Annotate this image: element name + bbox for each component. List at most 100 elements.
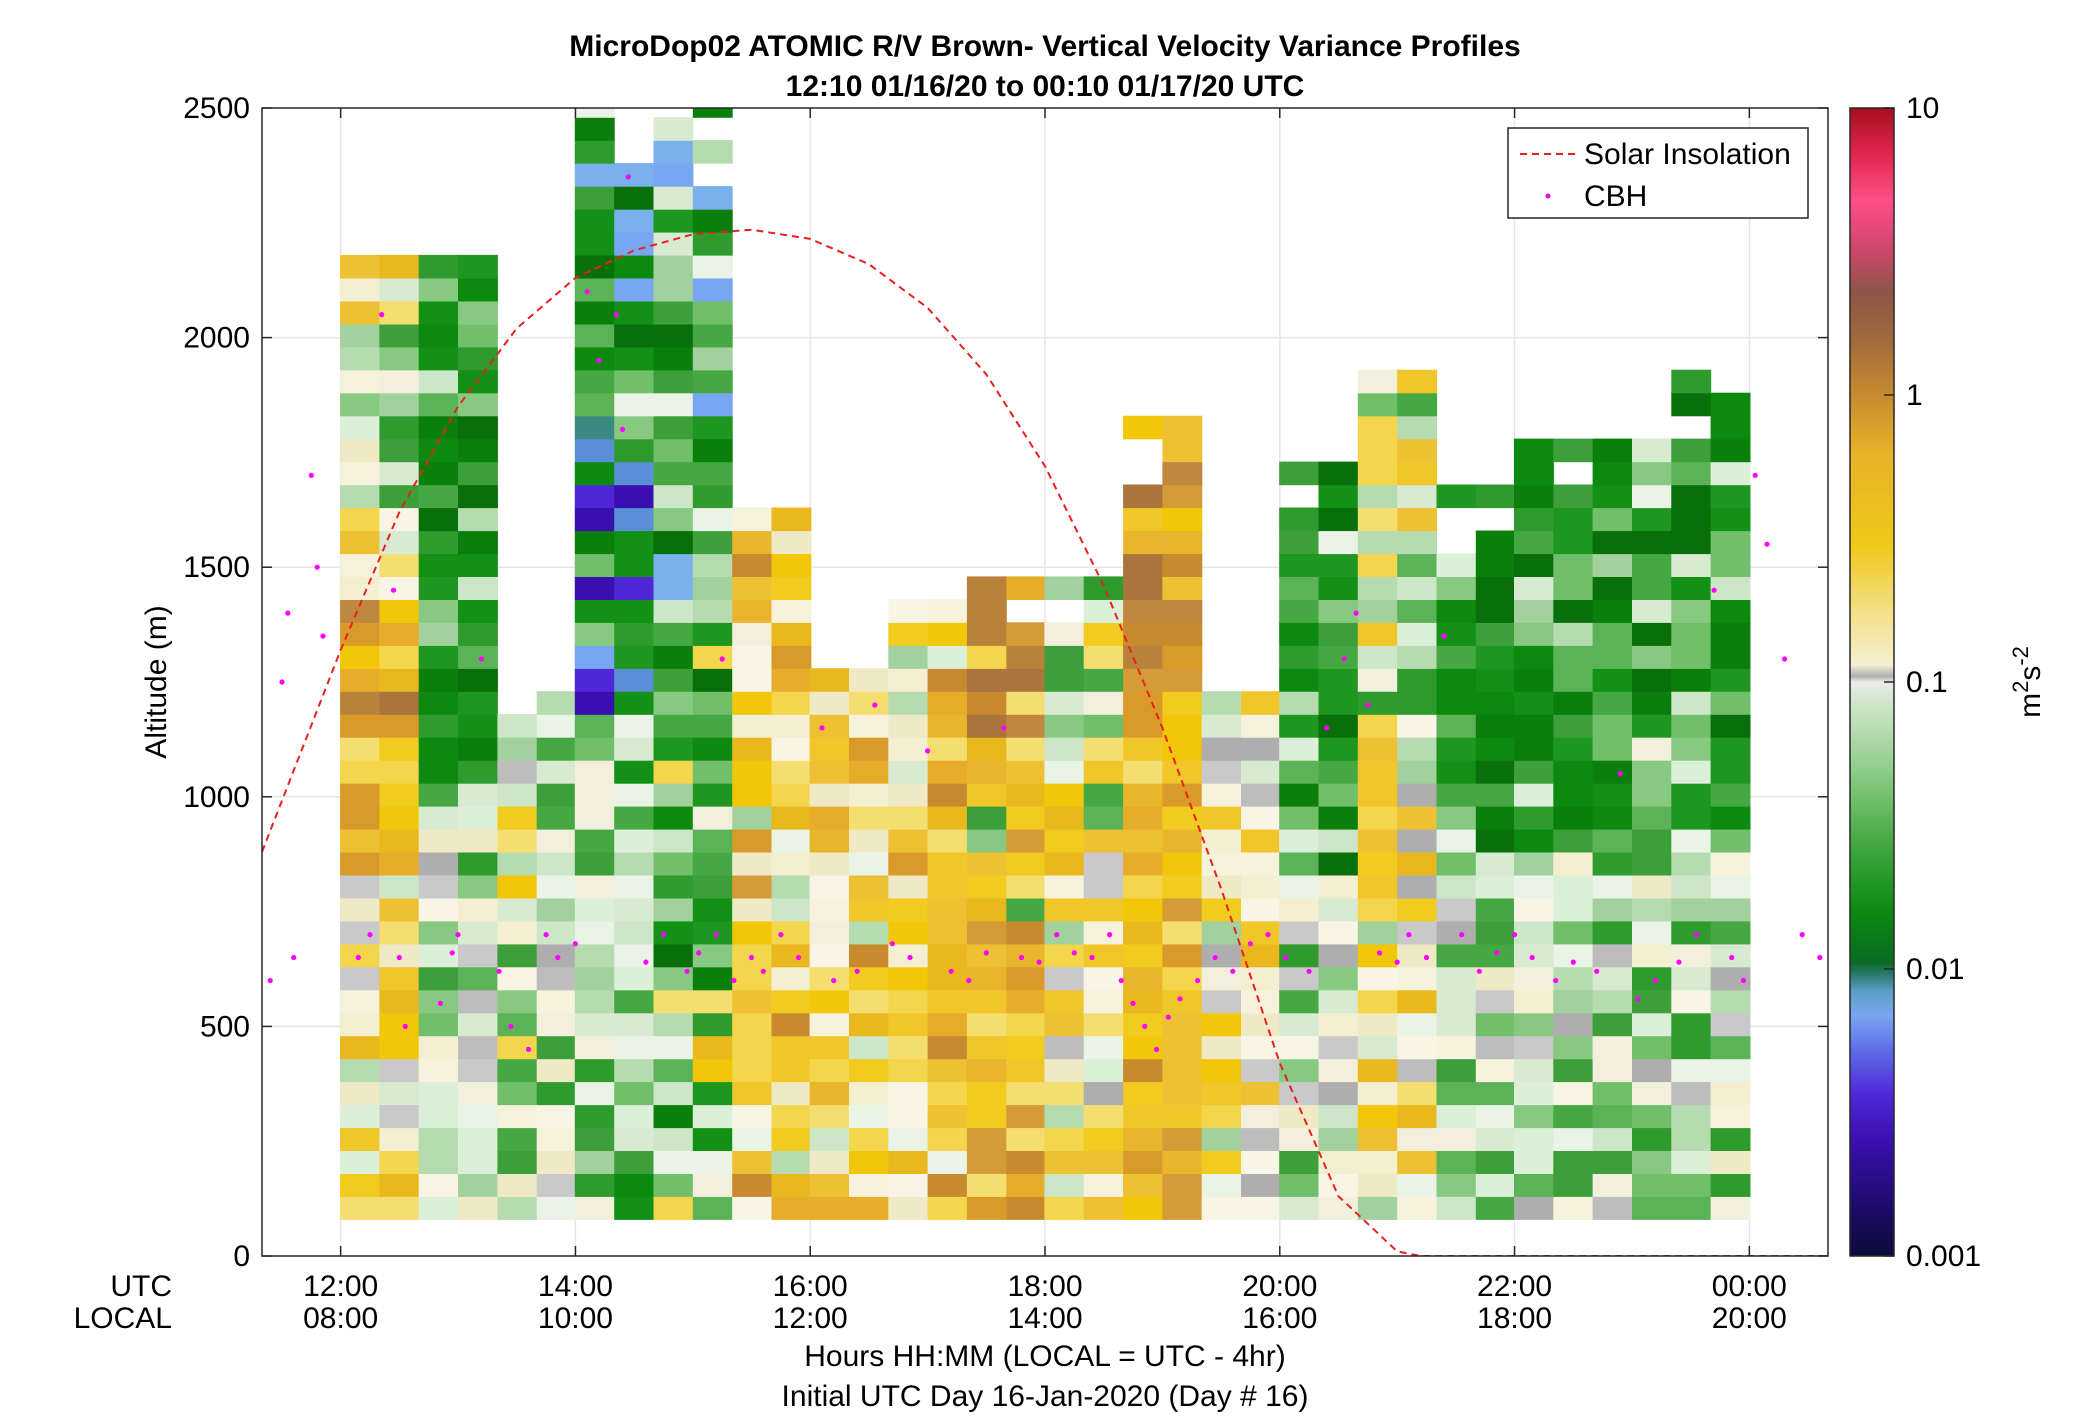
- heatmap-cell: [1044, 920, 1085, 945]
- heatmap-cell: [1397, 392, 1438, 417]
- heatmap-cell: [458, 484, 498, 509]
- heatmap-cell: [1241, 966, 1281, 991]
- heatmap-cell: [1357, 874, 1398, 899]
- heatmap-cell: [1318, 966, 1359, 991]
- heatmap-cell: [340, 691, 380, 715]
- heatmap-cell: [1710, 1196, 1751, 1220]
- cbh-point: [625, 174, 631, 180]
- heatmap-cell: [1632, 783, 1672, 807]
- heatmap-cell: [1592, 874, 1633, 899]
- heatmap-cell: [1006, 1104, 1047, 1129]
- heatmap-cell: [732, 507, 773, 532]
- y-tick-label: 1000: [183, 781, 250, 814]
- heatmap-cell: [1241, 1035, 1281, 1060]
- heatmap-cell: [1044, 874, 1085, 899]
- heatmap-cell: [692, 530, 733, 555]
- heatmap-cell: [1318, 1035, 1359, 1060]
- heatmap-cell: [1397, 1196, 1438, 1220]
- heatmap-cell: [574, 415, 615, 440]
- heatmap-cell: [1592, 714, 1633, 738]
- heatmap-cell: [1436, 943, 1477, 968]
- heatmap-cell: [458, 1058, 498, 1083]
- heatmap-cell: [574, 1173, 615, 1197]
- heatmap-cell: [1436, 760, 1477, 784]
- heatmap-cell: [1436, 576, 1477, 600]
- heatmap-cell: [1241, 1150, 1281, 1174]
- cbh-point: [1740, 977, 1747, 984]
- heatmap-cell: [1123, 415, 1163, 440]
- heatmap-cell: [1592, 1035, 1633, 1060]
- heatmap-cell: [574, 163, 615, 187]
- heatmap-cell: [1592, 828, 1633, 853]
- heatmap-cell: [1553, 576, 1594, 600]
- heatmap-cell: [340, 737, 380, 761]
- heatmap-cell: [732, 691, 773, 715]
- heatmap-cell: [1357, 599, 1398, 623]
- heatmap-cell: [1083, 1127, 1124, 1151]
- heatmap-cell: [692, 943, 733, 968]
- heatmap-cell: [379, 1196, 420, 1220]
- heatmap-cell: [1436, 1196, 1477, 1220]
- heatmap-cell: [653, 254, 694, 279]
- heatmap-cell: [1632, 920, 1672, 945]
- heatmap-cell: [1436, 599, 1477, 623]
- heatmap-cell: [1710, 783, 1751, 807]
- heatmap-cell: [849, 1150, 889, 1174]
- heatmap-cell: [1436, 806, 1477, 830]
- heatmap-cell: [418, 1035, 459, 1060]
- heatmap-cell: [340, 484, 380, 509]
- heatmap-cell: [1279, 851, 1320, 876]
- heatmap-cell: [732, 783, 773, 807]
- cbh-point: [966, 977, 972, 984]
- heatmap-cell: [1514, 737, 1554, 761]
- heatmap-cell: [927, 943, 968, 968]
- heatmap-cell: [771, 989, 812, 1014]
- heatmap-cell: [418, 461, 459, 486]
- heatmap-cell: [1006, 668, 1047, 692]
- heatmap-cell: [379, 369, 420, 394]
- cbh-point: [1406, 932, 1412, 938]
- x-tick-label-utc: 14:00: [538, 1270, 613, 1303]
- heatmap-cell: [614, 599, 655, 623]
- heatmap-cell: [1006, 943, 1047, 968]
- heatmap-cell: [849, 1173, 889, 1197]
- heatmap-cell: [458, 576, 498, 600]
- heatmap-cell: [1357, 851, 1398, 876]
- heatmap-cell: [574, 117, 615, 141]
- x-tick-label-local: 12:00: [773, 1302, 848, 1335]
- heatmap-cell: [379, 346, 420, 371]
- cbh-point: [748, 954, 755, 961]
- heatmap-cell: [1592, 966, 1633, 991]
- heatmap-cell: [1671, 622, 1712, 646]
- heatmap-cell: [574, 530, 615, 555]
- heatmap-cell: [1357, 622, 1398, 646]
- heatmap-cell: [1083, 622, 1124, 646]
- heatmap-cell: [574, 461, 615, 486]
- heatmap-cell: [1279, 622, 1320, 646]
- heatmap-cell: [1514, 438, 1554, 463]
- heatmap-cell: [1279, 1104, 1320, 1129]
- heatmap-cell: [771, 1081, 812, 1106]
- heatmap-cell: [771, 760, 812, 784]
- heatmap-cell: [458, 783, 498, 807]
- heatmap-cell: [1553, 737, 1594, 761]
- heatmap-cell: [849, 806, 889, 830]
- heatmap-cell: [1436, 828, 1477, 853]
- cbh-point: [1394, 959, 1400, 965]
- heatmap-cell: [809, 1127, 850, 1151]
- heatmap-cell: [927, 783, 968, 807]
- heatmap-cell: [1436, 714, 1477, 738]
- heatmap-cell: [340, 806, 380, 830]
- heatmap-cell: [1044, 576, 1085, 600]
- cbh-point: [1165, 1014, 1171, 1020]
- heatmap-cell: [1123, 966, 1163, 991]
- heatmap-cell: [771, 691, 812, 715]
- heatmap-cell: [927, 1081, 968, 1106]
- heatmap-cell: [1553, 1150, 1594, 1174]
- cbh-point: [1341, 656, 1347, 662]
- heatmap-cell: [1397, 599, 1438, 623]
- heatmap-cell: [927, 1104, 968, 1129]
- heatmap-cell: [1632, 438, 1672, 463]
- heatmap-cell: [1279, 897, 1320, 922]
- heatmap-cell: [732, 714, 773, 738]
